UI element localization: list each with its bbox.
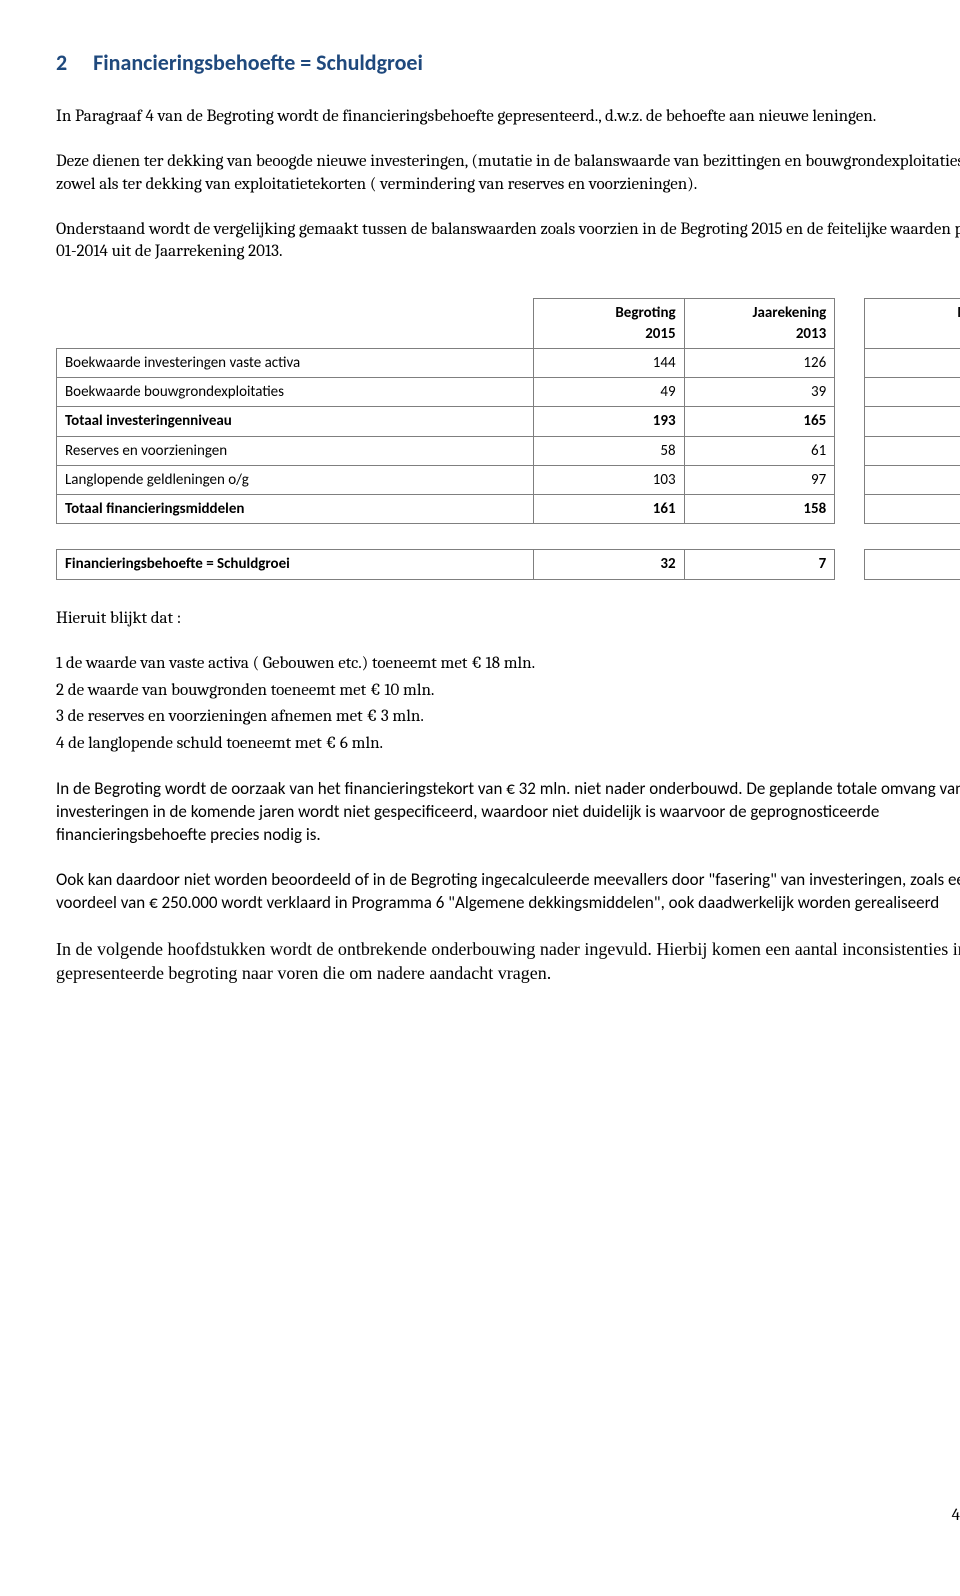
table-cell-begroting: 193 xyxy=(533,407,684,436)
paragraph-2: Deze dienen ter dekking van beoogde nieu… xyxy=(56,151,960,197)
section-number: 2 xyxy=(56,49,67,76)
table-cell-begroting: 161 xyxy=(533,495,684,524)
table-cell-mutatie: 28 xyxy=(865,407,960,436)
section-title: Financieringsbehoefte = Schuldgroei xyxy=(93,49,423,76)
table-gap xyxy=(835,550,865,579)
table-gap xyxy=(835,348,865,377)
table-row-label: Totaal investeringenniveau xyxy=(57,407,534,436)
table-gap xyxy=(835,436,865,465)
table-cell-begroting: 49 xyxy=(533,378,684,407)
table-cell-mutatie: 6 xyxy=(865,465,960,494)
list-item-1: 1 de waarde van vaste activa ( Gebouwen … xyxy=(56,653,960,676)
table-cell-jaarekening: 165 xyxy=(684,407,835,436)
paragraph-3: Onderstaand wordt de vergelijking gemaak… xyxy=(56,219,960,265)
table-cell-jaarekening: 97 xyxy=(684,465,835,494)
section-heading: 2 Financieringsbehoefte = Schuldgroei xyxy=(56,48,960,78)
hieruit-label: Hieruit blijkt dat : xyxy=(56,608,960,631)
hdr-c2a: Jaarekening xyxy=(753,304,827,322)
table-gap xyxy=(835,378,865,407)
table-row-label: Boekwaarde investeringen vaste activa xyxy=(57,348,534,377)
table-cell-mutatie: -3 xyxy=(865,436,960,465)
table-cell-mutatie: 3 xyxy=(865,495,960,524)
list-item-2: 2 de waarde van bouwgronden toeneemt met… xyxy=(56,680,960,703)
paragraph-1: In Paragraaf 4 van de Begroting wordt de… xyxy=(56,106,960,129)
paragraph-6: In de volgende hoofdstukken wordt de ont… xyxy=(56,937,960,986)
list-item-3: 3 de reserves en voorzieningen afnemen m… xyxy=(56,706,960,729)
table-cell-jaarekening: 158 xyxy=(684,495,835,524)
summary-label: Financieringsbehoefte = Schuldgroei xyxy=(57,550,534,579)
table-row-label: Boekwaarde bouwgrondexploitaties xyxy=(57,378,534,407)
table-header-jaarekening: Jaarekening 2013 xyxy=(684,299,835,349)
table-row-label: Langlopende geldleningen o/g xyxy=(57,465,534,494)
table-cell-jaarekening: 39 xyxy=(684,378,835,407)
hdr-c2b: 2013 xyxy=(796,325,826,343)
hdr-c1a: Begroting xyxy=(615,304,675,322)
table-cell-mutatie: 10 xyxy=(865,378,960,407)
table-cell-mutatie: 18 xyxy=(865,348,960,377)
table-gap xyxy=(835,407,865,436)
table-cell-begroting: 103 xyxy=(533,465,684,494)
table-gap xyxy=(835,299,865,349)
paragraph-4: In de Begroting wordt de oorzaak van het… xyxy=(56,778,960,847)
table-row-label: Reserves en voorzieningen xyxy=(57,436,534,465)
summary-mutatie: 25 xyxy=(865,550,960,579)
table-gap xyxy=(835,495,865,524)
summary-begroting: 32 xyxy=(533,550,684,579)
table-cell-begroting: 58 xyxy=(533,436,684,465)
summary-jaarekening: 7 xyxy=(684,550,835,579)
table-row-label: Totaal financieringsmiddelen xyxy=(57,495,534,524)
list-item-4: 4 de langlopende schuld toeneemt met € 6… xyxy=(56,733,960,756)
table-gap xyxy=(835,465,865,494)
page-number: 4 xyxy=(952,1505,960,1528)
paragraph-5: Ook kan daardoor niet worden beoordeeld … xyxy=(56,869,960,915)
table-header-empty xyxy=(57,299,534,349)
table-cell-begroting: 144 xyxy=(533,348,684,377)
table-cell-jaarekening: 126 xyxy=(684,348,835,377)
table-header-begroting: Begroting 2015 xyxy=(533,299,684,349)
comparison-table: Begroting 2015 Jaarekening 2013 Mutatie … xyxy=(56,298,960,579)
table-header-mutatie: Mutatie xyxy=(865,299,960,349)
table-cell-jaarekening: 61 xyxy=(684,436,835,465)
hdr-c1b: 2015 xyxy=(645,325,675,343)
